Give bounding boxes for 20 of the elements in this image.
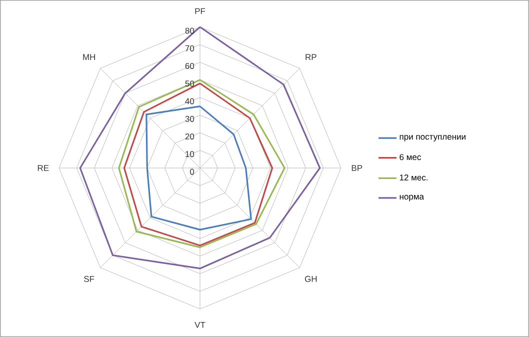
spoke-label: PF: [195, 8, 206, 14]
y-tick-label: 40: [185, 98, 194, 104]
legend-label: 6 мес: [400, 154, 421, 160]
y-tick-label: 20: [185, 133, 194, 140]
y-tick-label: 30: [185, 116, 194, 122]
spoke-label: VT: [194, 322, 206, 328]
spoke-label: BP: [352, 165, 362, 171]
legend-label: 12 мес.: [400, 174, 428, 181]
legend-label: норма: [400, 194, 424, 202]
spoke-label: RP: [306, 54, 316, 60]
y-tick-label: 60: [185, 62, 194, 69]
legend-label: при поступлении: [400, 135, 466, 142]
y-tick-label: 80: [185, 28, 194, 34]
spoke-label: RE: [38, 165, 49, 171]
spoke-label: GH: [304, 276, 317, 282]
spoke-label: SF: [84, 276, 94, 282]
y-tick-label: 0: [190, 168, 194, 175]
y-tick-label: 70: [185, 45, 194, 52]
spoke-label: MH: [83, 54, 96, 60]
y-tick-label: 10: [186, 151, 194, 158]
